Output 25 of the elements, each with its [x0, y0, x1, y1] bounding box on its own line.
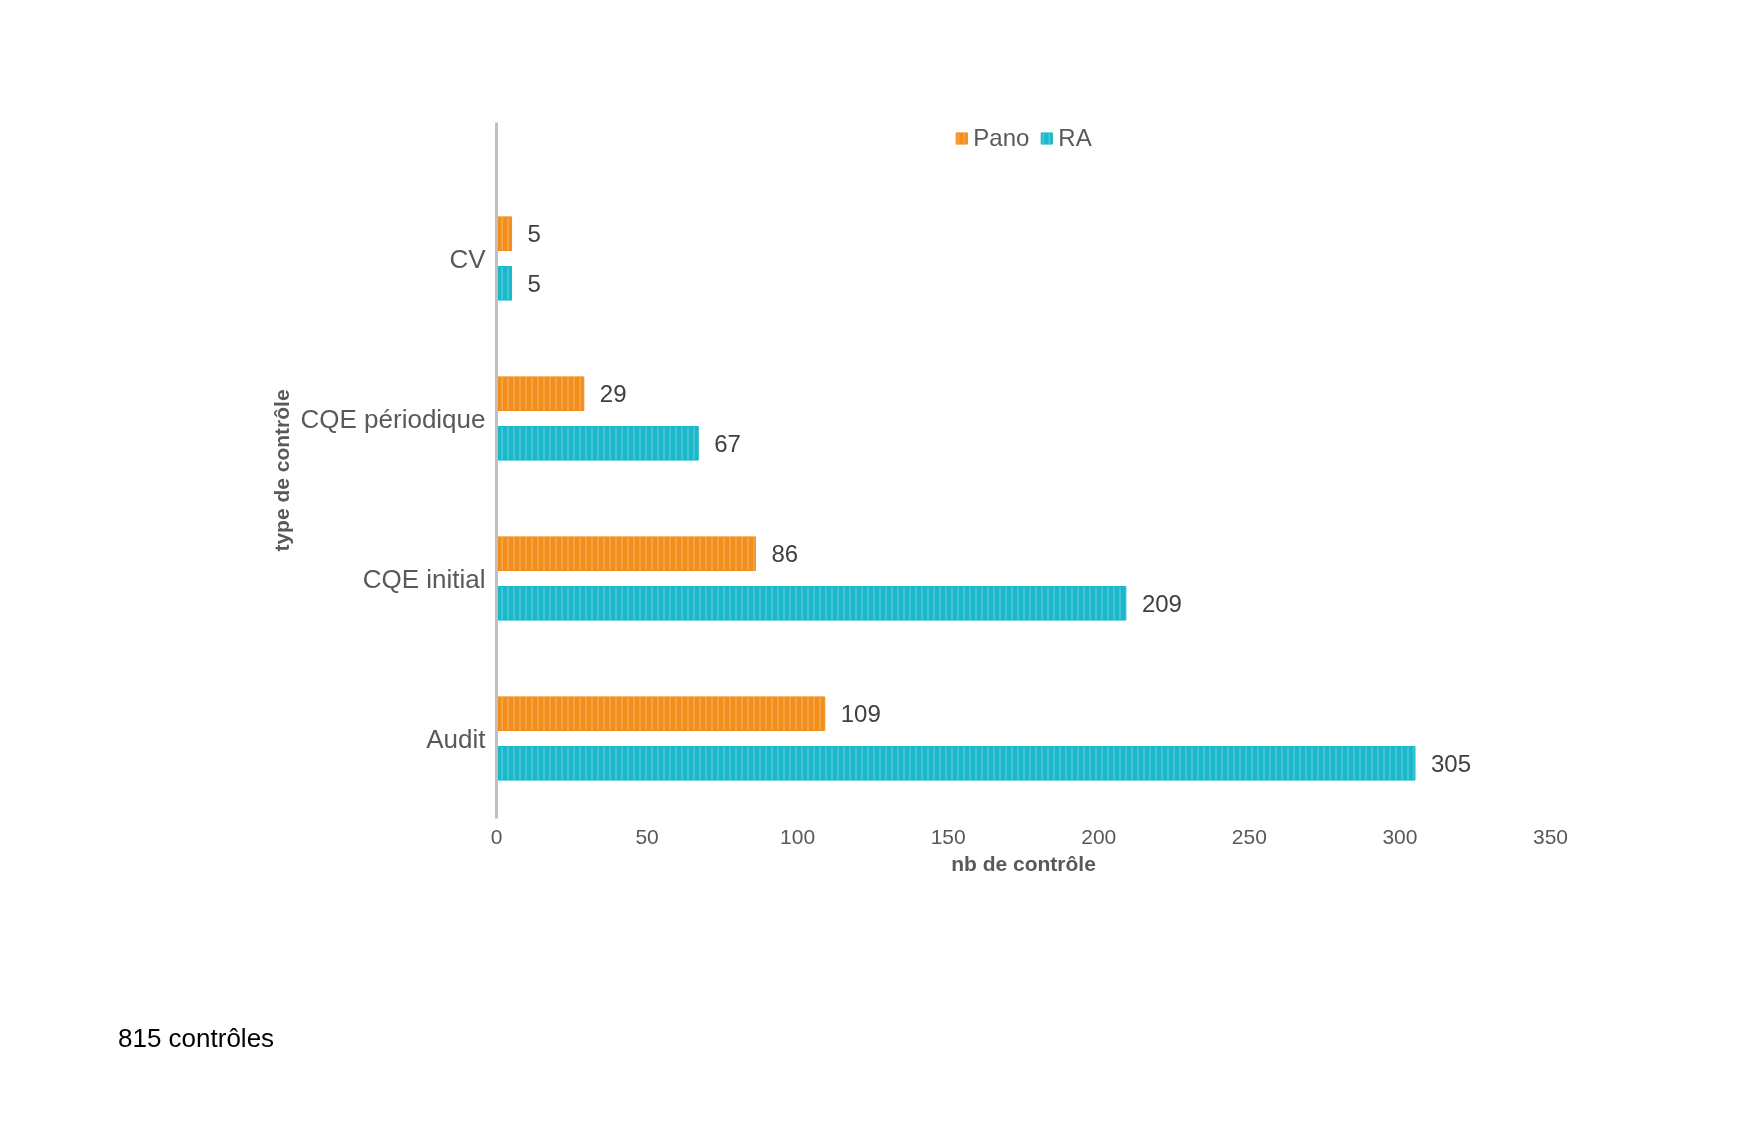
data-label: 67	[714, 429, 741, 457]
x-axis-title: nb de contrôle	[951, 851, 1096, 875]
y-tick-label: CV	[449, 243, 487, 274]
data-label: 86	[771, 540, 799, 568]
x-tick-label: 150	[930, 824, 966, 848]
y-tick-label: CQE périodique	[300, 403, 486, 434]
legend-label: Pano	[973, 124, 1030, 152]
x-tick-label: 250	[1231, 824, 1267, 848]
legend-label: RA	[1058, 124, 1092, 152]
y-tick-label: CQE initial	[362, 563, 486, 594]
data-label: 305	[1430, 749, 1472, 777]
data-label: 109	[840, 700, 881, 728]
x-tick-label: 350	[1532, 824, 1569, 848]
x-tick-label: 0	[490, 824, 503, 848]
x-tick-label: 200	[1081, 824, 1117, 848]
x-tick-label: 50	[635, 824, 659, 848]
y-axis-title: type de contrôle	[269, 389, 293, 552]
text: 815 contrôles	[118, 1022, 275, 1055]
data-label: 209	[1141, 589, 1182, 617]
x-tick-label: 300	[1382, 824, 1418, 848]
x-tick-label: 100	[780, 824, 816, 848]
data-label: 5	[527, 220, 541, 248]
y-tick-label: Audit	[426, 723, 487, 754]
data-label: 5	[527, 269, 541, 297]
data-label: 29	[599, 380, 627, 408]
